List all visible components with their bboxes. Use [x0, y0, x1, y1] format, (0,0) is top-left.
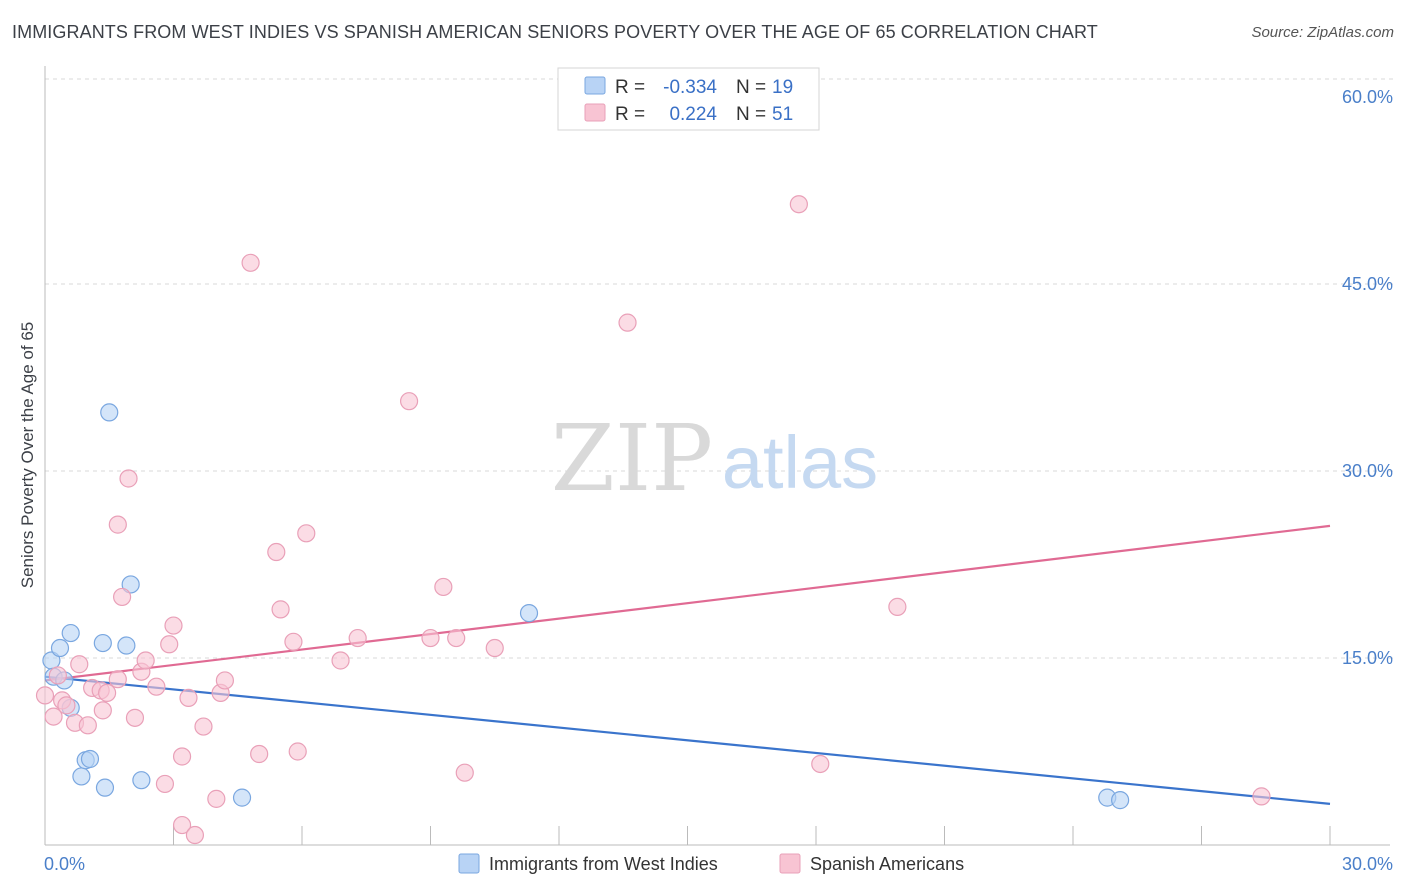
blue-point-18 [1111, 791, 1130, 810]
bottom-legend-label-pink: Spanish Americans [810, 854, 964, 874]
pink-point-21 [164, 616, 183, 635]
blue-point-15 [232, 788, 252, 807]
legend-swatch-pink [584, 103, 606, 122]
pink-point-15 [125, 708, 145, 727]
bottom-legend-label-blue: Immigrants from West Indies [489, 854, 718, 874]
pink-point-25 [185, 825, 205, 845]
data-points [35, 195, 1271, 845]
grid-lines [45, 78, 1395, 659]
pink-point-22 [172, 815, 192, 835]
legend-n-label-pink: N = [736, 104, 766, 125]
pink-point-49 [1252, 787, 1271, 806]
pink-point-26 [194, 717, 213, 736]
legend-n-label-blue: N = [736, 77, 766, 98]
blue-point-10 [95, 778, 115, 797]
pink-point-46 [789, 195, 808, 214]
chart-title: IMMIGRANTS FROM WEST INDIES VS SPANISH A… [12, 22, 1098, 42]
pink-point-40 [421, 628, 440, 648]
blue-point-13 [121, 575, 140, 594]
pink-point-12 [108, 515, 127, 534]
pink-point-30 [241, 253, 260, 272]
pink-point-29 [215, 671, 234, 690]
blue-point-9 [93, 633, 112, 653]
pink-point-9 [93, 701, 112, 720]
bottom-legend: Immigrants from West Indies Spanish Amer… [458, 853, 964, 874]
pink-point-44 [485, 638, 504, 658]
pink-point-35 [288, 742, 307, 761]
pink-point-18 [147, 677, 166, 696]
y-tick-label-3: 60.0% [1342, 87, 1393, 107]
pink-point-34 [284, 632, 303, 651]
legend-r-label-pink: R = [615, 104, 645, 125]
pink-point-20 [160, 635, 179, 654]
blue-point-6 [72, 767, 91, 786]
watermark-zip: ZIP [551, 405, 713, 512]
pink-point-14 [119, 469, 138, 488]
pink-point-31 [250, 744, 269, 764]
pink-point-48 [888, 597, 907, 616]
pink-point-42 [447, 628, 466, 648]
pink-trend-line [44, 524, 1331, 682]
watermark-atlas: atlas [722, 421, 878, 504]
pink-point-45 [618, 313, 637, 332]
pink-point-1 [48, 666, 67, 685]
pink-point-39 [399, 392, 419, 411]
pink-point-50 [35, 686, 55, 705]
pink-point-6 [78, 716, 97, 735]
blue-point-2 [50, 638, 70, 658]
pink-point-27 [207, 789, 226, 808]
legend-swatch-blue [584, 76, 606, 95]
pink-point-5 [70, 655, 89, 674]
pink-point-17 [136, 651, 155, 670]
pink-point-47 [811, 754, 830, 774]
legend-n-value-pink: 51 [772, 104, 793, 125]
legend-n-value-blue: 19 [772, 77, 793, 98]
watermark: ZIP atlas [551, 405, 878, 512]
pink-point-36 [297, 524, 316, 543]
bottom-legend-swatch-blue [458, 853, 480, 874]
x-tick-label-1: 30.0% [1342, 854, 1393, 874]
y-tick-label-2: 45.0% [1342, 274, 1393, 294]
pink-point-13 [112, 587, 132, 607]
blue-point-11 [100, 403, 119, 422]
x-tick-label-0: 0.0% [44, 854, 85, 874]
trend-lines [44, 524, 1331, 805]
bottom-legend-swatch-pink [779, 853, 801, 874]
pink-point-0 [44, 707, 63, 726]
legend-r-value-pink: 0.224 [669, 104, 717, 125]
blue-point-8 [80, 749, 100, 769]
pink-point-11 [108, 670, 127, 689]
pink-point-33 [271, 600, 290, 619]
blue-trend-line [44, 675, 1331, 805]
y-axis-label: Seniors Poverty Over the Age of 65 [18, 322, 37, 588]
blue-point-12 [117, 636, 136, 655]
pink-point-3 [57, 696, 76, 715]
pink-point-37 [331, 651, 350, 670]
pink-point-38 [348, 628, 367, 648]
pink-point-10 [98, 683, 117, 703]
axes [44, 66, 1390, 846]
tick-labels: 15.0% 30.0% 45.0% 60.0% 0.0% 30.0% [44, 87, 1393, 874]
pink-point-43 [455, 763, 474, 782]
blue-point-14 [132, 771, 151, 790]
source-credit: Source: ZipAtlas.com [1251, 24, 1394, 41]
blue-point-16 [519, 604, 539, 623]
blue-point-4 [61, 623, 80, 643]
legend-r-label-blue: R = [615, 77, 645, 98]
pink-point-32 [267, 542, 286, 562]
legend-r-value-blue: -0.334 [663, 77, 717, 98]
legend: R = -0.334 N = 19 R = 0.224 N = 51 [557, 67, 820, 131]
pink-point-19 [155, 774, 175, 794]
pink-point-23 [172, 747, 192, 766]
pink-point-24 [179, 688, 198, 707]
pink-point-41 [434, 577, 453, 597]
y-tick-label-0: 15.0% [1342, 648, 1393, 668]
y-tick-label-1: 30.0% [1342, 461, 1393, 481]
